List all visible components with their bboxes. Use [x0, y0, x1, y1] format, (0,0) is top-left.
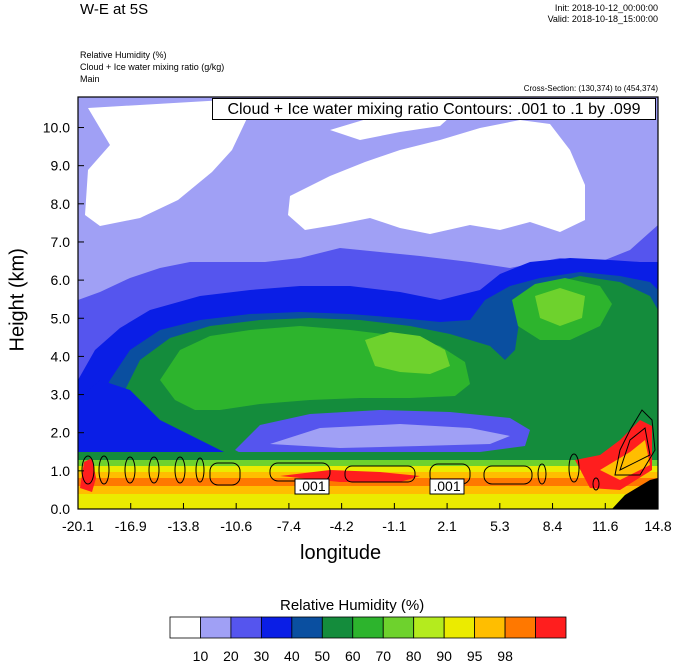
x-axis: -20.1 -16.9 -13.8 -10.6 -7.4 -4.2 -1.1 2.1 5.3 8.…	[62, 503, 672, 534]
colorbar-swatch	[535, 616, 567, 639]
init-time: Init: 2018-10-12_00:00:00	[554, 3, 658, 13]
plot-area	[78, 97, 658, 509]
colorbar-level-label: 95	[467, 648, 483, 664]
x-tick-label: -10.6	[220, 518, 252, 534]
x-tick-label: 14.8	[644, 518, 671, 534]
y-tick-label: 8.0	[51, 196, 71, 212]
y-tick-label: 10.0	[43, 120, 70, 136]
rh-fill-bl-sfc	[78, 494, 658, 509]
y-tick-label: 2.0	[51, 425, 71, 441]
y-tick-label: 5.0	[51, 310, 71, 326]
valid-time: Valid: 2018-10-18_15:00:00	[547, 14, 658, 24]
y-tick-label: 0.0	[51, 501, 71, 517]
rh-fill-80b	[535, 288, 585, 326]
colorbar-swatch	[200, 616, 232, 639]
y-axis-label: Height (km)	[6, 248, 29, 352]
rh-fill-red-left	[80, 458, 96, 492]
colorbar-swatch	[504, 616, 536, 639]
x-tick-label: 11.6	[592, 518, 618, 534]
colorbar-swatch	[260, 616, 293, 639]
colorbar-level-label: 98	[497, 648, 513, 664]
colorbar-swatch	[443, 616, 476, 639]
colorbar-swatch	[230, 616, 262, 639]
cross-section-label: Cross-Section: (130,374) to (454,374)	[523, 84, 658, 93]
contour-label-2: .001	[429, 478, 465, 495]
rh-fill-left-40	[78, 380, 230, 455]
colorbar-level-label: 20	[223, 648, 239, 664]
rh-fill-10a	[85, 100, 250, 226]
y-tick-label: 7.0	[51, 234, 71, 250]
colorbar-level-label: 60	[345, 648, 361, 664]
rh-fill-red-right2	[600, 440, 650, 480]
x-tick-label: -16.9	[115, 518, 147, 534]
x-tick-label: 5.3	[490, 518, 510, 534]
colorbar-swatch	[413, 616, 445, 639]
colorbar-swatch	[321, 616, 354, 639]
contour-label-1: .001	[294, 478, 330, 495]
rh-fill-10b	[288, 120, 585, 234]
contour-label-text-2: .001	[433, 478, 460, 494]
x-tick-label: -7.4	[277, 518, 301, 534]
colorbar-level-label: 80	[406, 648, 422, 664]
chart-title: W-E at 5S	[80, 1, 149, 18]
x-tick-label: 8.4	[543, 518, 563, 534]
contour-label-text-1: .001	[298, 478, 325, 494]
y-tick-label: 4.0	[51, 348, 71, 364]
x-axis-label: longitude	[300, 542, 382, 564]
contour-info-box: Cloud + Ice water mixing ratio Contours:…	[212, 98, 656, 120]
x-tick-label: -20.1	[62, 518, 94, 534]
colorbar-swatch	[474, 616, 506, 639]
rh-fill-lower-20	[270, 424, 510, 448]
y-tick-label: 1.0	[51, 463, 71, 479]
y-tick-label: 9.0	[51, 158, 71, 174]
variable-label-main: Main	[80, 74, 100, 84]
x-tick-label: -4.2	[330, 518, 354, 534]
x-tick-label: 2.1	[437, 518, 457, 534]
variable-label-rh: Relative Humidity (%)	[80, 50, 167, 60]
colorbar-level-label: 40	[284, 648, 300, 664]
variable-label-cloud: Cloud + Ice water mixing ratio (g/kg)	[80, 62, 225, 72]
colorbar: 10 20 30 40 50 60 70 80 90 95 98	[169, 616, 567, 664]
rh-fill-80	[365, 332, 450, 374]
colorbar-level-label: 70	[375, 648, 391, 664]
terrain	[612, 478, 658, 509]
x-tick-label: -13.8	[167, 518, 199, 534]
colorbar-swatch	[291, 616, 323, 639]
x-tick-label: -1.1	[382, 518, 406, 534]
colorbar-level-label: 30	[254, 648, 270, 664]
y-axis: 0.0 1.0 2.0 3.0 4.0 5.0 6.0 7.0 8.0 9.0 10.0	[43, 120, 84, 517]
colorbar-swatch	[352, 616, 384, 639]
y-tick-label: 6.0	[51, 272, 71, 288]
colorbar-level-label: 50	[315, 648, 331, 664]
plot-frame	[77, 96, 659, 510]
colorbar-title: Relative Humidity (%)	[280, 597, 425, 614]
colorbar-level-label: 90	[436, 648, 452, 664]
y-tick-label: 3.0	[51, 387, 71, 403]
colorbar-swatch	[382, 616, 415, 639]
colorbar-swatch	[169, 616, 201, 639]
colorbar-level-label: 10	[193, 648, 209, 664]
